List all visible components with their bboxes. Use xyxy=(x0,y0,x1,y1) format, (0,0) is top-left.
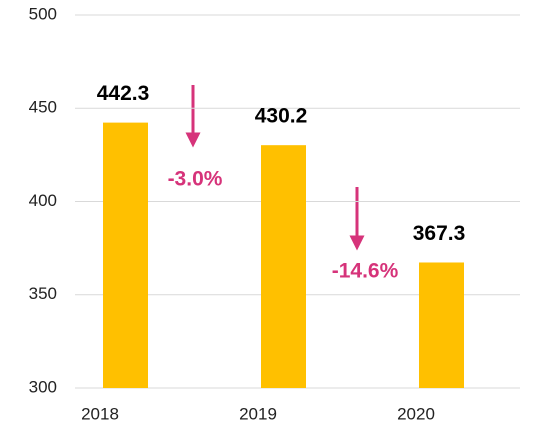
data-label: 442.3 xyxy=(97,82,150,105)
y-tick-label: 450 xyxy=(29,98,57,117)
x-tick-label: 2018 xyxy=(81,404,119,423)
y-tick-label: 400 xyxy=(29,191,57,210)
data-label: 367.3 xyxy=(413,222,466,245)
annotation: -3.0% xyxy=(168,168,223,191)
y-tick-label: 300 xyxy=(29,377,57,396)
bar xyxy=(103,122,148,388)
y-tick-label: 500 xyxy=(29,4,57,23)
bar xyxy=(261,145,306,388)
bar xyxy=(419,262,464,388)
x-tick-label: 2019 xyxy=(239,404,277,423)
y-tick-label: 350 xyxy=(29,284,57,303)
annotation: -14.6% xyxy=(332,260,399,283)
data-label: 430.2 xyxy=(255,105,308,128)
x-tick-label: 2020 xyxy=(397,404,435,423)
